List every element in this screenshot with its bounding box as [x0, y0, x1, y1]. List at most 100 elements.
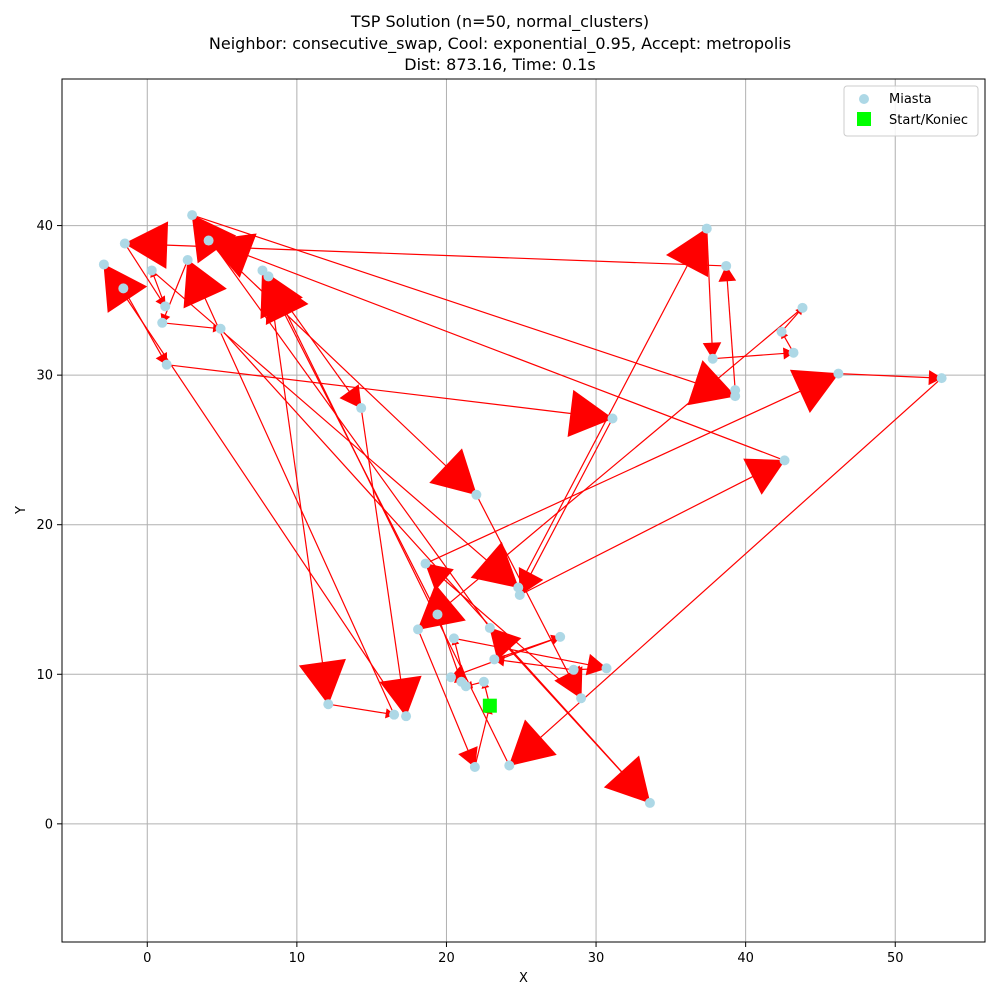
- route-segment: [191, 214, 696, 384]
- city-point: [484, 622, 495, 633]
- route-segment: [162, 322, 214, 329]
- city-point: [413, 624, 424, 635]
- city-markers: [98, 210, 947, 808]
- x-tick-label: 20: [438, 951, 455, 966]
- city-point: [833, 368, 844, 379]
- route-segment: [247, 254, 785, 461]
- city-point: [356, 403, 367, 414]
- city-point: [721, 260, 732, 271]
- route-arrowhead: [191, 214, 237, 264]
- route-segment: [463, 636, 561, 673]
- chart-title-line-2: Neighbor: consecutive_swap, Cool: expone…: [208, 34, 792, 53]
- route-arrowhead: [339, 384, 362, 409]
- route-segment: [216, 248, 491, 629]
- city-point: [420, 558, 431, 569]
- city-point: [776, 326, 787, 337]
- plot-frame: [61, 78, 986, 943]
- y-tick-label: 20: [36, 518, 53, 533]
- city-point: [568, 664, 579, 675]
- city-point: [644, 797, 655, 808]
- route-arrowhead: [458, 746, 478, 768]
- route-segment: [151, 269, 487, 561]
- y-tick-label: 30: [36, 369, 53, 384]
- route-arrowhead: [585, 653, 608, 676]
- city-point: [504, 760, 515, 771]
- city-point: [323, 699, 334, 710]
- start-marker-group: [482, 698, 497, 713]
- route-arrowhead: [665, 227, 709, 278]
- route-arrowhead: [265, 275, 309, 325]
- city-point: [489, 654, 500, 665]
- city-point: [707, 353, 718, 364]
- route-segment: [153, 275, 166, 307]
- city-point: [797, 302, 808, 313]
- route-segment: [124, 243, 161, 300]
- city-point: [576, 693, 587, 704]
- y-tick-label: 0: [45, 817, 53, 832]
- route-segment: [449, 307, 803, 603]
- city-point: [161, 359, 172, 370]
- city-point: [432, 609, 443, 620]
- chart-title-line-3: Dist: 873.16, Time: 0.1s: [404, 55, 596, 74]
- city-point: [263, 271, 274, 282]
- route-segment: [503, 659, 574, 671]
- city-point: [187, 210, 198, 221]
- route-segment: [474, 712, 489, 768]
- route-arrowhead: [417, 583, 466, 630]
- route-arrowhead: [702, 342, 722, 360]
- route-segment: [475, 494, 570, 675]
- city-point: [513, 582, 524, 593]
- route-segment: [208, 240, 447, 467]
- route-arrowhead: [789, 369, 840, 413]
- route-segment: [267, 276, 324, 663]
- city-point: [607, 413, 618, 424]
- x-tick-label: 40: [737, 951, 754, 966]
- route-arrowhead: [508, 719, 557, 767]
- city-point: [182, 254, 193, 265]
- city-point: [460, 681, 471, 692]
- city-point: [478, 676, 489, 687]
- x-tick-label: 0: [143, 951, 151, 966]
- route-segment: [126, 299, 407, 717]
- route-arrowhead: [379, 675, 422, 717]
- route-arrowhead: [424, 563, 454, 591]
- route-segment: [122, 288, 163, 356]
- city-point: [469, 762, 480, 773]
- y-tick-label: 40: [36, 219, 53, 234]
- x-tick-label: 30: [588, 951, 605, 966]
- route-segment: [508, 648, 651, 804]
- axis-ticks: 0 10 20 30 40 50 0 10 20 30 40: [36, 219, 903, 966]
- route-segment: [417, 629, 469, 751]
- route-segment: [838, 373, 930, 379]
- legend-label-cities: Miasta: [889, 92, 932, 107]
- city-point: [118, 283, 129, 294]
- city-point: [119, 238, 130, 249]
- city-point: [215, 323, 226, 334]
- city-point: [445, 672, 456, 683]
- route-segment: [425, 390, 801, 565]
- plot-area: [62, 79, 985, 942]
- city-point: [701, 223, 712, 234]
- route-arrowhead: [124, 221, 169, 269]
- route-arrowhead: [782, 347, 795, 360]
- city-point: [448, 633, 459, 644]
- legend-box: [843, 85, 979, 137]
- city-point: [401, 711, 412, 722]
- y-tick-label: 10: [36, 668, 53, 683]
- route-segment: [712, 352, 784, 360]
- grid-lines: [62, 79, 985, 942]
- route-segment: [360, 407, 402, 680]
- city-point: [788, 347, 799, 358]
- city-point: [730, 385, 741, 396]
- route-segment: [328, 703, 387, 714]
- route-segment: [166, 364, 571, 415]
- x-axis-label: X: [519, 971, 528, 986]
- start-marker: [482, 698, 497, 713]
- city-point: [601, 663, 612, 674]
- city-point: [160, 301, 171, 312]
- route-arrowhead: [567, 389, 614, 438]
- city-point: [779, 455, 790, 466]
- x-tick-label: 10: [289, 951, 306, 966]
- city-point: [203, 235, 214, 246]
- city-point: [514, 590, 525, 601]
